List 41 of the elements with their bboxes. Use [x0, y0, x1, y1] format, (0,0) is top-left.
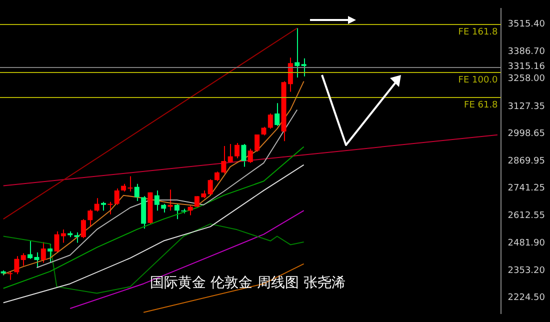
- y-tick-label: 2998.65: [508, 129, 545, 140]
- y-tick-label: 2869.95: [508, 156, 545, 166]
- candlestick: [208, 178, 213, 196]
- candlestick: [301, 58, 306, 77]
- candlestick: [248, 148, 253, 164]
- candlestick: [108, 201, 113, 215]
- candlestick: [94, 198, 100, 212]
- candlestick: [214, 171, 220, 182]
- candlestick: [88, 209, 93, 228]
- candlestick: [221, 145, 226, 174]
- y-tick-label: 3386.70: [508, 46, 546, 57]
- y-tick-label: 2224.50: [508, 293, 546, 304]
- candlestick: [268, 113, 273, 130]
- ref-line-label: FE 161.8: [458, 27, 498, 38]
- y-tick-label: 2612.55: [508, 210, 545, 221]
- y-tick-label: 2481.90: [508, 238, 546, 249]
- y-tick-label: 2741.25: [508, 184, 545, 194]
- y-tick-label: 3315.16: [508, 62, 546, 72]
- y-tick-label: 3515.40: [508, 20, 546, 30]
- candlestick: [14, 256, 20, 275]
- candlestick: [188, 205, 193, 216]
- candlestick: [234, 142, 240, 159]
- candlestick: [241, 144, 246, 168]
- candlestick: [114, 188, 120, 206]
- ref-line-label: FE 61.8: [464, 100, 498, 110]
- ref-line-label: FE 100.0: [458, 75, 498, 86]
- y-tick-label: 3258.00: [508, 74, 546, 84]
- y-tick-label: 2353.20: [508, 266, 546, 276]
- candlestick: [174, 203, 180, 220]
- candlestick: [40, 241, 46, 264]
- candlestick: [254, 134, 260, 152]
- candlestick: [74, 232, 80, 244]
- candlestick: [168, 189, 173, 212]
- candlestick: [294, 28, 300, 78]
- y-tick-label: 3127.35: [508, 102, 545, 112]
- candlestick: [274, 102, 280, 126]
- candlestick: [134, 183, 140, 202]
- candlestick: [20, 252, 26, 266]
- candlestick: [228, 144, 233, 164]
- candlestick: [80, 218, 86, 239]
- candlestick: [154, 190, 160, 212]
